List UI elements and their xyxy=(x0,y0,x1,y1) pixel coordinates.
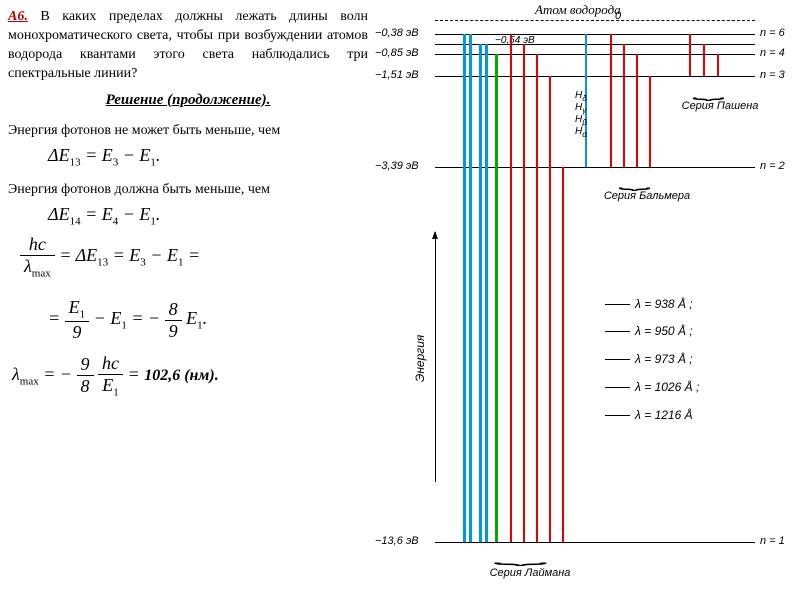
solution-header: Решение (продолжение). xyxy=(8,92,368,109)
energy-axis-label: Энергия xyxy=(413,335,427,382)
left-column: А6. В каких пределах должны лежать длины… xyxy=(8,8,368,405)
result-value: 102,6 (нм). xyxy=(144,367,219,384)
series-paschen: Серия Пашена xyxy=(675,100,765,112)
arrow-paschen-4 xyxy=(717,54,719,76)
para-1: Энергия фотонов не может быть меньше, че… xyxy=(8,123,368,139)
n6-right: n = 6 xyxy=(760,27,785,39)
arrow-balmer-6 xyxy=(610,34,612,167)
level-n1 xyxy=(435,542,755,543)
n4-left: −0,85 эВ xyxy=(375,47,419,59)
wl-938: λ = 938 Å ; xyxy=(635,297,693,311)
lead-3 xyxy=(605,359,630,360)
series-lyman: Серия Лаймана xyxy=(475,567,585,579)
wl-1216: λ = 1216 Å xyxy=(635,408,693,422)
lead-2 xyxy=(605,331,630,332)
lead-5 xyxy=(605,415,630,416)
equation-1: ΔE13 = E3 − E1. xyxy=(48,145,368,169)
n3-right: n = 3 xyxy=(760,69,785,81)
level-n4 xyxy=(435,54,755,55)
diagram-area: Атом водорода 0 −0,38 эВ n = 6 −0,54 эВ … xyxy=(375,2,795,597)
brace-lyman: ⏟ xyxy=(493,545,547,566)
problem-statement: А6. В каких пределах должны лежать длины… xyxy=(8,8,368,84)
n1-right: n = 1 xyxy=(760,535,785,547)
equation-3: hcλmax = ΔE13 = E3 − E1 = xyxy=(20,234,368,280)
arrow-lyman-red-3 xyxy=(549,76,551,542)
lead-4 xyxy=(605,387,630,388)
equation-2: ΔE14 = E4 − E1. xyxy=(48,204,368,228)
arrow-lyman-down-5 xyxy=(485,44,488,542)
arrow-lyman-red-6 xyxy=(510,34,512,542)
wl-950: λ = 950 Å ; xyxy=(635,324,693,338)
arrow-green-up-4 xyxy=(495,54,498,542)
arrow-balmer-4 xyxy=(636,54,638,167)
level-n3 xyxy=(435,76,755,77)
n1-left: −13,6 эВ xyxy=(375,535,419,547)
n2-left: −3,39 эВ xyxy=(375,160,419,172)
para-2: Энергия фотонов должна быть меньше, чем xyxy=(8,182,368,198)
arrow-balmer-3 xyxy=(649,76,651,167)
n6-left: −0,38 эВ xyxy=(375,27,419,39)
brace-paschen: ⏟ xyxy=(692,80,724,101)
brace-balmer: ⏟ xyxy=(618,170,650,191)
n3-left: −1,51 эВ xyxy=(375,69,419,81)
lead-1 xyxy=(605,304,630,305)
arrow-lyman-red-5 xyxy=(523,44,525,542)
series-balmer: Серия Бальмера xyxy=(597,190,697,202)
level-n2 xyxy=(435,167,755,168)
problem-label: А6. xyxy=(8,9,28,24)
wl-973: λ = 973 Å ; xyxy=(635,352,693,366)
equation-5: λmax = − 98 hcE1 = 102,6 (нм). xyxy=(12,353,368,399)
n2-right: n = 2 xyxy=(760,160,785,172)
arrow-lyman-up-6 xyxy=(463,34,466,542)
h-alpha: Hα xyxy=(575,126,587,139)
equation-4: = E19 − E1 = − 89 E1. xyxy=(48,297,368,343)
arrow-lyman-red-4 xyxy=(536,54,538,542)
level-n6 xyxy=(435,34,755,35)
arrow-lyman-red-2 xyxy=(562,167,564,542)
arrow-paschen-5 xyxy=(703,44,705,76)
diagram-title: Атом водорода xyxy=(535,2,621,18)
n5-mid: −0,54 эВ xyxy=(495,35,535,46)
n4-right: n = 4 xyxy=(760,47,785,59)
wl-1026: λ = 1026 Å ; xyxy=(635,380,699,394)
energy-axis xyxy=(435,232,436,482)
arrow-balmer-5 xyxy=(623,44,625,167)
level-n5 xyxy=(435,44,755,45)
arrow-lyman-down-6 xyxy=(469,34,472,542)
arrow-lyman-up-5 xyxy=(479,44,482,542)
problem-text: В каких пределах должны лежать длины вол… xyxy=(8,9,368,81)
level-0 xyxy=(435,20,755,21)
zero-label: 0 xyxy=(615,10,621,22)
arrow-paschen-6 xyxy=(689,34,691,76)
